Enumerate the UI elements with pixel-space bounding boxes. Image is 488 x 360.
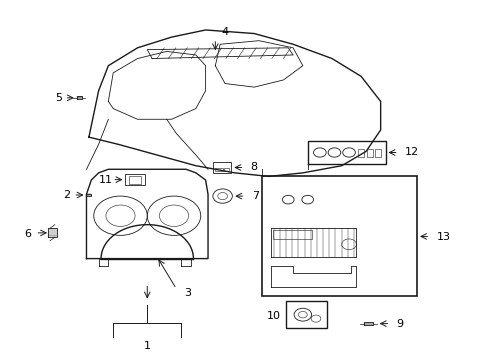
Text: 10: 10: [266, 311, 280, 321]
Bar: [128, 176, 141, 184]
Bar: [285, 301, 326, 328]
Text: 6: 6: [24, 229, 32, 239]
Text: 4: 4: [221, 27, 228, 37]
Text: 12: 12: [404, 148, 418, 157]
Text: 11: 11: [99, 175, 113, 185]
Bar: [358, 149, 364, 157]
Text: 7: 7: [251, 191, 258, 201]
Text: 1: 1: [143, 341, 150, 351]
Text: 13: 13: [436, 232, 449, 242]
Bar: [366, 149, 372, 157]
Bar: [215, 168, 222, 171]
Bar: [261, 176, 416, 296]
Text: 8: 8: [250, 162, 257, 172]
Text: 2: 2: [63, 190, 70, 200]
Bar: [125, 174, 144, 185]
Text: 3: 3: [183, 288, 190, 297]
Bar: [212, 162, 231, 173]
Bar: [272, 230, 311, 239]
Bar: [374, 149, 380, 157]
Text: 5: 5: [55, 93, 62, 103]
Text: 9: 9: [395, 319, 403, 329]
Bar: [224, 168, 228, 171]
